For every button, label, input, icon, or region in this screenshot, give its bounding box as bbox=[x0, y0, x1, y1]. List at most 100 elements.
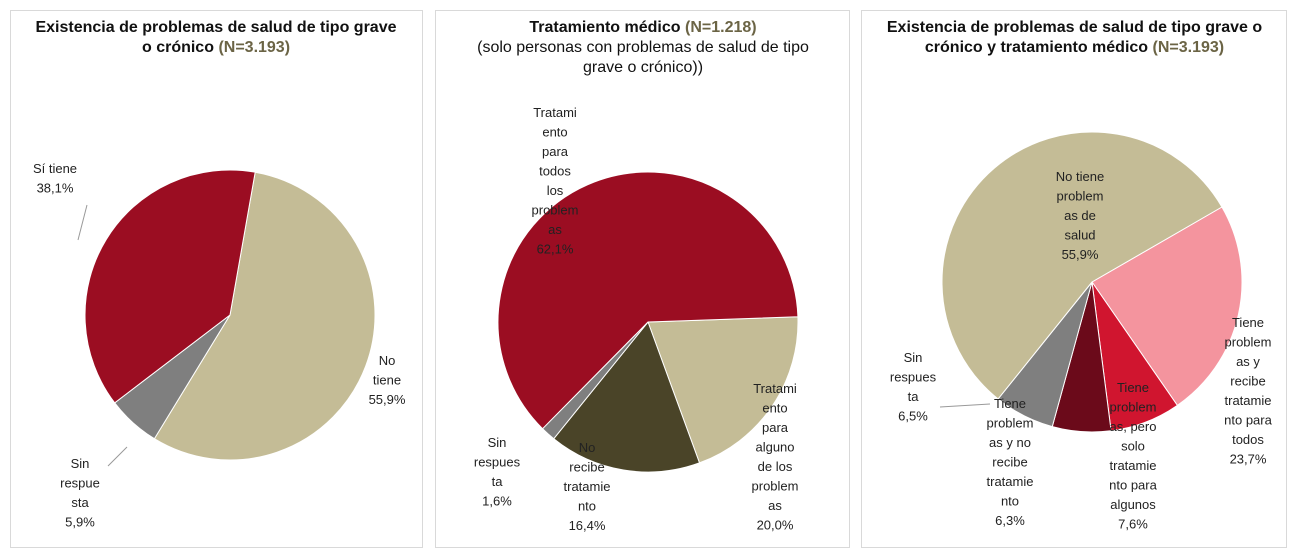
value-label: 55,9% bbox=[1062, 247, 1099, 262]
category-line: Sí tiene bbox=[33, 161, 77, 176]
category-line: para bbox=[542, 144, 569, 159]
category-line: problem bbox=[532, 203, 579, 218]
value-label: 16,4% bbox=[569, 518, 606, 533]
category-line: tratamie bbox=[1110, 458, 1157, 473]
category-line: respues bbox=[474, 455, 521, 470]
slice-label: Tiene problem as y no recibe tratamie nto 6,3% bbox=[987, 396, 1034, 528]
category-line: nto bbox=[1001, 494, 1019, 509]
category-line: todos bbox=[1232, 432, 1264, 447]
value-label: 1,6% bbox=[482, 494, 512, 509]
category-line: ento bbox=[762, 401, 787, 416]
category-line: nto para bbox=[1109, 478, 1157, 493]
panel bbox=[435, 10, 850, 548]
category-line: Sin bbox=[488, 435, 507, 450]
slice-label: No tiene problem as de salud 55,9% bbox=[1056, 169, 1104, 262]
category-line: algunos bbox=[1110, 497, 1156, 512]
panel bbox=[10, 10, 423, 548]
chart-title: Existencia de problemas de salud de tipo… bbox=[886, 19, 1263, 56]
category-label: Sí tiene bbox=[33, 161, 77, 176]
value-label: 5,9% bbox=[65, 515, 95, 530]
slice-label: No tiene 55,9% bbox=[369, 353, 406, 407]
category-label: Tratami ento para alguno de los problem as bbox=[752, 381, 799, 513]
category-line: as, pero bbox=[1110, 419, 1157, 434]
category-line: solo bbox=[1121, 439, 1145, 454]
category-line: Tratami bbox=[753, 381, 797, 396]
category-line: alguno bbox=[755, 440, 794, 455]
sample-size: (N=3.193) bbox=[1152, 39, 1225, 56]
chart-subtitle: (solo personas con problemas de salud de… bbox=[477, 39, 809, 76]
chart-title-block: Tratamiento médico (N=1.218) (solo person… bbox=[456, 18, 830, 78]
value-label: 23,7% bbox=[1230, 452, 1267, 467]
category-line: as y no bbox=[989, 435, 1031, 450]
slice-label: Sin respues ta 1,6% bbox=[474, 435, 521, 509]
category-line: tratamie bbox=[564, 479, 611, 494]
category-line: No tiene bbox=[1056, 169, 1104, 184]
category-line: sta bbox=[71, 495, 89, 510]
value-label: 38,1% bbox=[37, 181, 74, 196]
chart-title: Existencia de problemas de salud de tipo… bbox=[35, 19, 397, 56]
slice-label: Tratami ento para alguno de los problem as 20,0… bbox=[752, 381, 799, 533]
category-line: todos bbox=[539, 164, 571, 179]
category-line: recibe bbox=[1230, 374, 1265, 389]
category-label: No tiene bbox=[373, 353, 401, 388]
category-line: problem bbox=[987, 416, 1034, 431]
category-line: Sin bbox=[904, 350, 923, 365]
slice-label: Sin respue sta 5,9% bbox=[60, 456, 100, 530]
category-line: de los bbox=[758, 459, 793, 474]
pie-slice bbox=[1091, 206, 1243, 407]
chart-title: Tratamiento médico bbox=[529, 19, 681, 36]
category-line: as bbox=[548, 222, 562, 237]
category-label: Tratami ento para todos los problem as bbox=[532, 105, 579, 237]
pie-slice bbox=[84, 169, 256, 404]
category-line: respue bbox=[60, 476, 100, 491]
slice-label: Sí tiene 38,1% bbox=[33, 161, 77, 196]
category-label: Tiene problem as y no recibe tratamie nto bbox=[987, 396, 1034, 509]
slice-label: Tiene problem as y recibe tratamie nto para to… bbox=[1224, 315, 1272, 467]
chart-title-block: Existencia de problemas de salud de tipo… bbox=[30, 18, 402, 58]
category-line: para bbox=[762, 420, 789, 435]
panel bbox=[861, 10, 1287, 548]
slice-label: Tratami ento para todos los problem as 62,1% bbox=[532, 105, 579, 257]
pie-slice bbox=[497, 171, 799, 430]
category-label: Sin respue sta bbox=[60, 456, 100, 510]
category-line: as bbox=[768, 498, 782, 513]
category-line: Tiene bbox=[1117, 380, 1149, 395]
category-label: Sin respues ta bbox=[474, 435, 521, 489]
category-line: nto para bbox=[1224, 413, 1272, 428]
category-line: Sin bbox=[71, 456, 90, 471]
category-line: No bbox=[579, 440, 596, 455]
category-line: ta bbox=[492, 474, 504, 489]
leader-line bbox=[939, 403, 991, 408]
category-line: recibe bbox=[569, 460, 604, 475]
pie-slice bbox=[553, 320, 701, 473]
category-line: as de bbox=[1064, 208, 1096, 223]
category-label: No tiene problem as de salud bbox=[1056, 169, 1104, 243]
category-line: Tiene bbox=[994, 396, 1026, 411]
category-line: Tratami bbox=[533, 105, 577, 120]
category-line: salud bbox=[1064, 228, 1095, 243]
category-line: nto bbox=[578, 499, 596, 514]
category-line: tratamie bbox=[987, 474, 1034, 489]
pie-slice bbox=[941, 131, 1223, 400]
category-line: Tiene bbox=[1232, 315, 1264, 330]
value-label: 6,3% bbox=[995, 513, 1025, 528]
category-line: problem bbox=[1057, 189, 1104, 204]
slice-label: Tiene problem as, pero solo tratamie nto para… bbox=[1109, 380, 1157, 532]
sample-size: (N=3.193) bbox=[218, 39, 291, 56]
pie-slice bbox=[153, 171, 376, 461]
category-line: problem bbox=[1110, 400, 1157, 415]
category-line: los bbox=[547, 183, 564, 198]
value-label: 55,9% bbox=[369, 392, 406, 407]
sample-size: (N=1.218) bbox=[685, 19, 757, 36]
slice-label: No recibe tratamie nto 16,4% bbox=[564, 440, 611, 533]
leader-line bbox=[77, 204, 88, 241]
category-line: tratamie bbox=[1225, 393, 1272, 408]
category-line: ento bbox=[542, 125, 567, 140]
category-label: Tiene problem as y recibe tratamie nto para to… bbox=[1224, 315, 1272, 447]
category-line: recibe bbox=[992, 455, 1027, 470]
category-line: problem bbox=[752, 479, 799, 494]
chart-title-block: Existencia de problemas de salud de tipo… bbox=[882, 18, 1267, 58]
value-label: 20,0% bbox=[757, 518, 794, 533]
